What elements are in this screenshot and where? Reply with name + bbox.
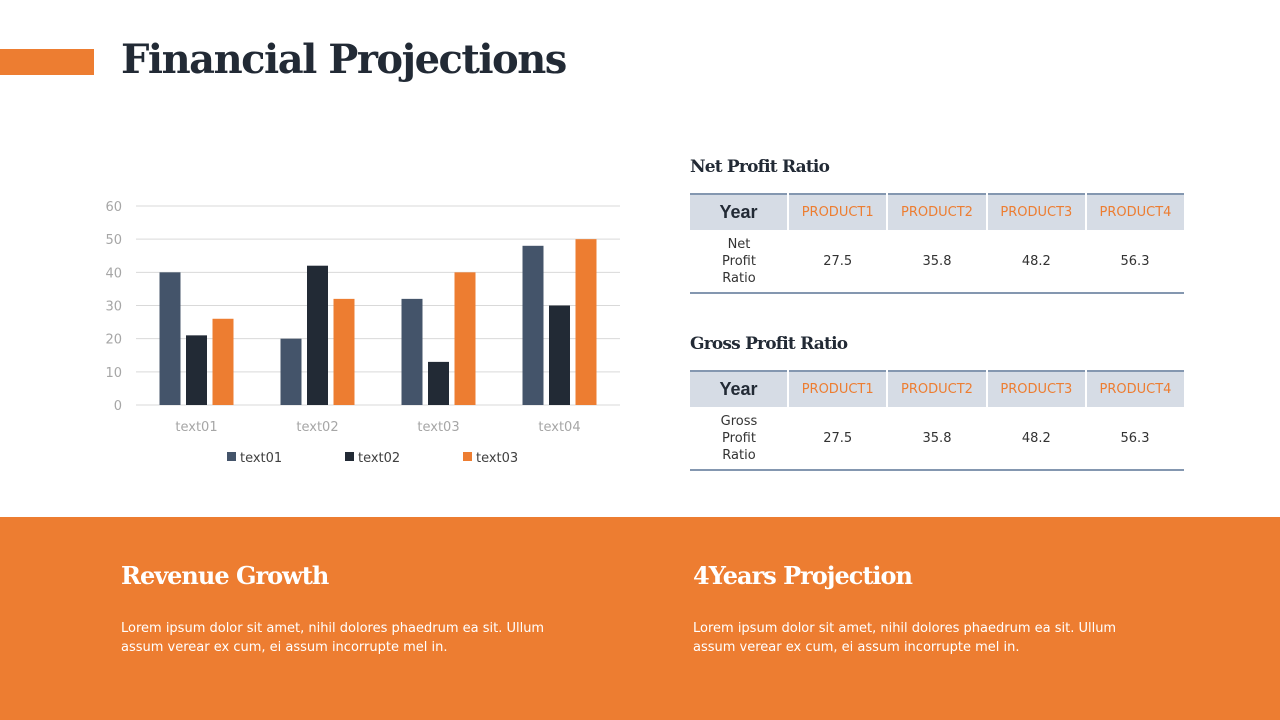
header-cell: Year bbox=[690, 194, 788, 230]
row-label: Gross Profit Ratio bbox=[690, 407, 788, 470]
legend-swatch bbox=[463, 452, 472, 461]
x-tick-label: text03 bbox=[417, 420, 459, 435]
table-header-row: Year PRODUCT1 PRODUCT2 PRODUCT3 PRODUCT4 bbox=[690, 194, 1184, 230]
table-row: Gross Profit Ratio 27.5 35.8 48.2 56.3 bbox=[690, 407, 1184, 470]
y-tick-label: 60 bbox=[105, 200, 122, 215]
header-cell: PRODUCT2 bbox=[886, 194, 987, 230]
cell: 56.3 bbox=[1120, 430, 1150, 446]
accent-bar bbox=[0, 49, 94, 75]
header-cell: PRODUCT2 bbox=[886, 371, 987, 407]
y-tick-label: 0 bbox=[114, 399, 122, 414]
y-tick-label: 10 bbox=[105, 366, 122, 381]
net-profit-table: Year PRODUCT1 PRODUCT2 PRODUCT3 PRODUCT4… bbox=[690, 193, 1184, 294]
cell: 35.8 bbox=[922, 253, 952, 269]
row-label: Net Profit Ratio bbox=[690, 230, 788, 293]
projection-title: 4Years Projection bbox=[693, 561, 913, 590]
page-title: Financial Projections bbox=[121, 36, 567, 83]
bar-text01-text02 bbox=[280, 338, 302, 405]
legend-label: text01 bbox=[240, 451, 282, 466]
y-tick-label: 30 bbox=[105, 300, 122, 315]
cell: 56.3 bbox=[1120, 253, 1150, 269]
row-label-text: Gross Profit Ratio bbox=[720, 413, 758, 463]
bar-text03-text01 bbox=[212, 318, 234, 405]
header-cell: PRODUCT3 bbox=[985, 194, 1086, 230]
revenue-growth-text: Lorem ipsum dolor sit amet, nihil dolore… bbox=[121, 621, 545, 655]
bar-text01-text04 bbox=[522, 245, 544, 405]
cell: 48.2 bbox=[1021, 430, 1051, 446]
x-tick-label: text01 bbox=[175, 420, 217, 435]
header-cell: PRODUCT1 bbox=[786, 371, 888, 407]
cell: 48.2 bbox=[1021, 253, 1051, 269]
legend-swatch bbox=[345, 452, 354, 461]
header-cell: PRODUCT4 bbox=[1084, 371, 1184, 407]
bar-text03-text03 bbox=[454, 272, 476, 405]
bar-text02-text01 bbox=[186, 335, 207, 405]
bar-text01-text01 bbox=[159, 272, 181, 405]
y-tick-label: 50 bbox=[105, 233, 122, 248]
header-cell: PRODUCT4 bbox=[1084, 194, 1184, 230]
projection-text: Lorem ipsum dolor sit amet, nihil dolore… bbox=[693, 621, 1117, 655]
header-cell: PRODUCT3 bbox=[985, 371, 1086, 407]
revenue-growth-title: Revenue Growth bbox=[121, 561, 329, 590]
y-tick-label: 40 bbox=[105, 266, 122, 281]
bar-text02-text04 bbox=[549, 305, 570, 405]
y-tick-label: 20 bbox=[105, 333, 122, 348]
cell: 35.8 bbox=[922, 430, 952, 446]
x-tick-label: text02 bbox=[296, 420, 338, 435]
bar-text02-text02 bbox=[307, 265, 328, 405]
legend-label: text03 bbox=[476, 451, 518, 466]
gross-profit-table: Year PRODUCT1 PRODUCT2 PRODUCT3 PRODUCT4… bbox=[690, 370, 1184, 471]
bar-text03-text04 bbox=[575, 239, 597, 405]
net-profit-title: Net Profit Ratio bbox=[690, 157, 830, 177]
x-tick-label: text04 bbox=[538, 420, 580, 435]
bar-text01-text03 bbox=[401, 298, 423, 405]
row-label-text: Net Profit Ratio bbox=[722, 236, 756, 286]
table-row: Net Profit Ratio 27.5 35.8 48.2 56.3 bbox=[690, 230, 1184, 293]
legend-label: text02 bbox=[358, 451, 400, 466]
bar-text02-text03 bbox=[428, 361, 449, 405]
bar-chart: 0 10 20 30 40 50 60 text01 text02 text03 text04 tex… bbox=[105, 200, 620, 466]
gross-profit-title: Gross Profit Ratio bbox=[690, 334, 848, 354]
footer-band: Revenue Growth Lorem ipsum dolor sit ame… bbox=[0, 517, 1280, 720]
cell: 27.5 bbox=[823, 253, 853, 269]
header-cell: PRODUCT1 bbox=[786, 194, 888, 230]
cell: 27.5 bbox=[823, 430, 853, 446]
header-cell: Year bbox=[690, 371, 788, 407]
table-header-row: Year PRODUCT1 PRODUCT2 PRODUCT3 PRODUCT4 bbox=[690, 371, 1184, 407]
bar-text03-text02 bbox=[333, 298, 355, 405]
legend-swatch bbox=[227, 452, 236, 461]
